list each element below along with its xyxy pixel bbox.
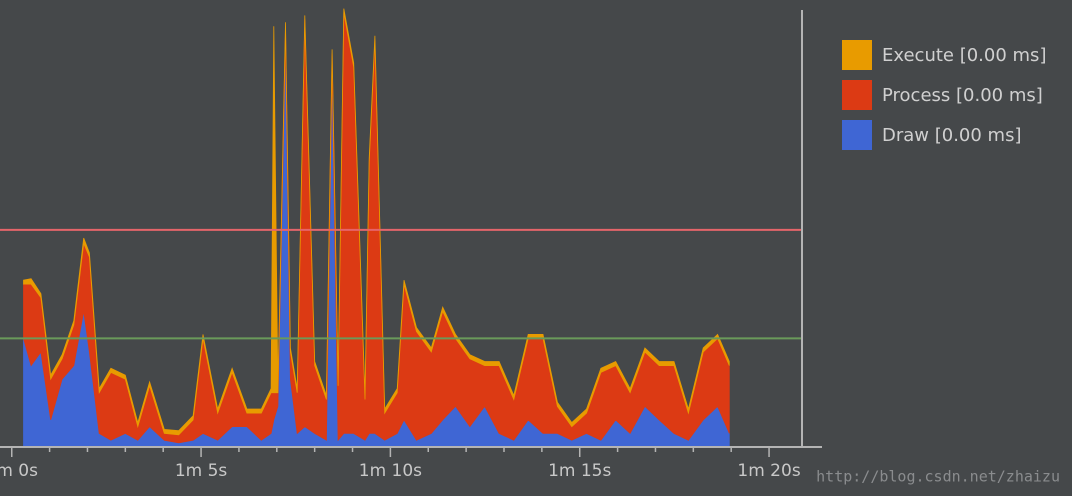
x-tick-label: 1m 15s: [548, 461, 611, 481]
legend-label: Execute [0.00 ms]: [882, 45, 1046, 66]
x-tick-label: 1m 5s: [175, 461, 228, 481]
legend-label: Process [0.00 ms]: [882, 85, 1043, 106]
legend-swatch: [842, 40, 872, 70]
x-tick-label: 1m 10s: [359, 461, 422, 481]
legend-swatch: [842, 80, 872, 110]
x-tick-label: 1m 20s: [737, 461, 800, 481]
legend-label: Draw [0.00 ms]: [882, 125, 1022, 146]
watermark: http://blog.csdn.net/zhaizu: [816, 468, 1060, 486]
x-tick-label: 1m 0s: [0, 461, 38, 481]
legend-swatch: [842, 120, 872, 150]
area: [23, 8, 730, 436]
